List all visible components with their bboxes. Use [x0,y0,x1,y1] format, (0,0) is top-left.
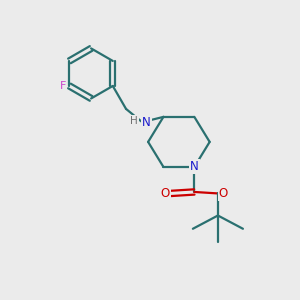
Text: F: F [60,81,66,91]
Text: O: O [219,187,228,200]
Text: N: N [142,116,151,129]
Text: O: O [161,187,170,200]
Text: H: H [130,116,138,126]
Text: N: N [190,160,199,173]
